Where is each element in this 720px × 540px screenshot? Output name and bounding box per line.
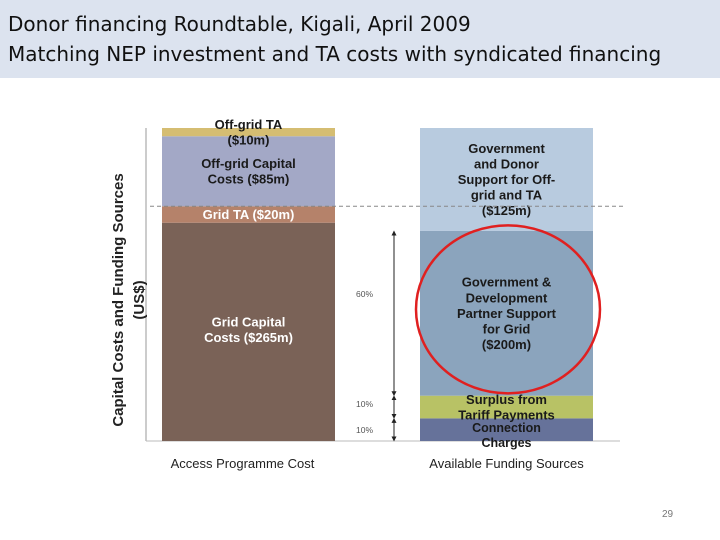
segment-label-connection-charges: Connection Charges	[472, 421, 541, 450]
proportion-annotation-2: 10%	[356, 399, 373, 409]
segment-label-grid-capital-costs-265m: Grid Capital Costs ($265m)	[204, 314, 293, 345]
bar-segment-off-grid-capital-costs-85m	[162, 136, 335, 207]
y-axis-label-line-1: Capital Costs and Funding Sources	[110, 173, 127, 426]
segment-label-grid-ta-20m: Grid TA ($20m)	[203, 207, 295, 222]
segment-label-surplus-from-tariff-payments: Surplus from Tariff Payments	[458, 392, 555, 423]
bar-segment-connection-charges	[420, 418, 593, 441]
slide-title-line-1: Donor financing Roundtable, Kigali, Apri…	[8, 12, 471, 36]
segment-label-government-development-partner-support-for-grid-200m: Government & Development Partner Support fo…	[457, 275, 557, 352]
proportion-annotation-1: 60%	[356, 289, 373, 299]
page-number: 29	[662, 509, 674, 520]
category-label-1: Access Programme Cost	[171, 456, 315, 471]
bar-segment-surplus-from-tariff-payments	[420, 395, 593, 419]
proportion-annotation-3: 10%	[356, 425, 373, 435]
bar-segment-government-development-partner-support-for-grid-200m	[420, 230, 593, 396]
bar-segment-off-grid-ta-10m	[162, 128, 335, 137]
slide-title-line-2: Matching NEP investment and TA costs wit…	[8, 42, 662, 66]
segment-label-government-and-donor-support-for-off-grid-and-ta-125m: Government and Donor Support for Off-grid …	[458, 141, 555, 218]
category-label-2: Available Funding Sources	[429, 456, 584, 471]
bar-segment-government-and-donor-support-for-off-grid-and-ta-125m	[420, 128, 593, 231]
y-axis-label-line-2: (US$)	[131, 280, 148, 319]
highlight-ellipse	[414, 224, 602, 395]
segment-label-off-grid-ta-10m: Off-grid TA ($10m)	[215, 117, 283, 148]
bar-segment-grid-capital-costs-265m	[162, 222, 335, 441]
bar-segment-grid-ta-20m	[162, 206, 335, 223]
segment-label-off-grid-capital-costs-85m: Off-grid Capital Costs ($85m)	[201, 156, 296, 187]
title-bar: Donor financing Roundtable, Kigali, Apri…	[0, 0, 720, 78]
